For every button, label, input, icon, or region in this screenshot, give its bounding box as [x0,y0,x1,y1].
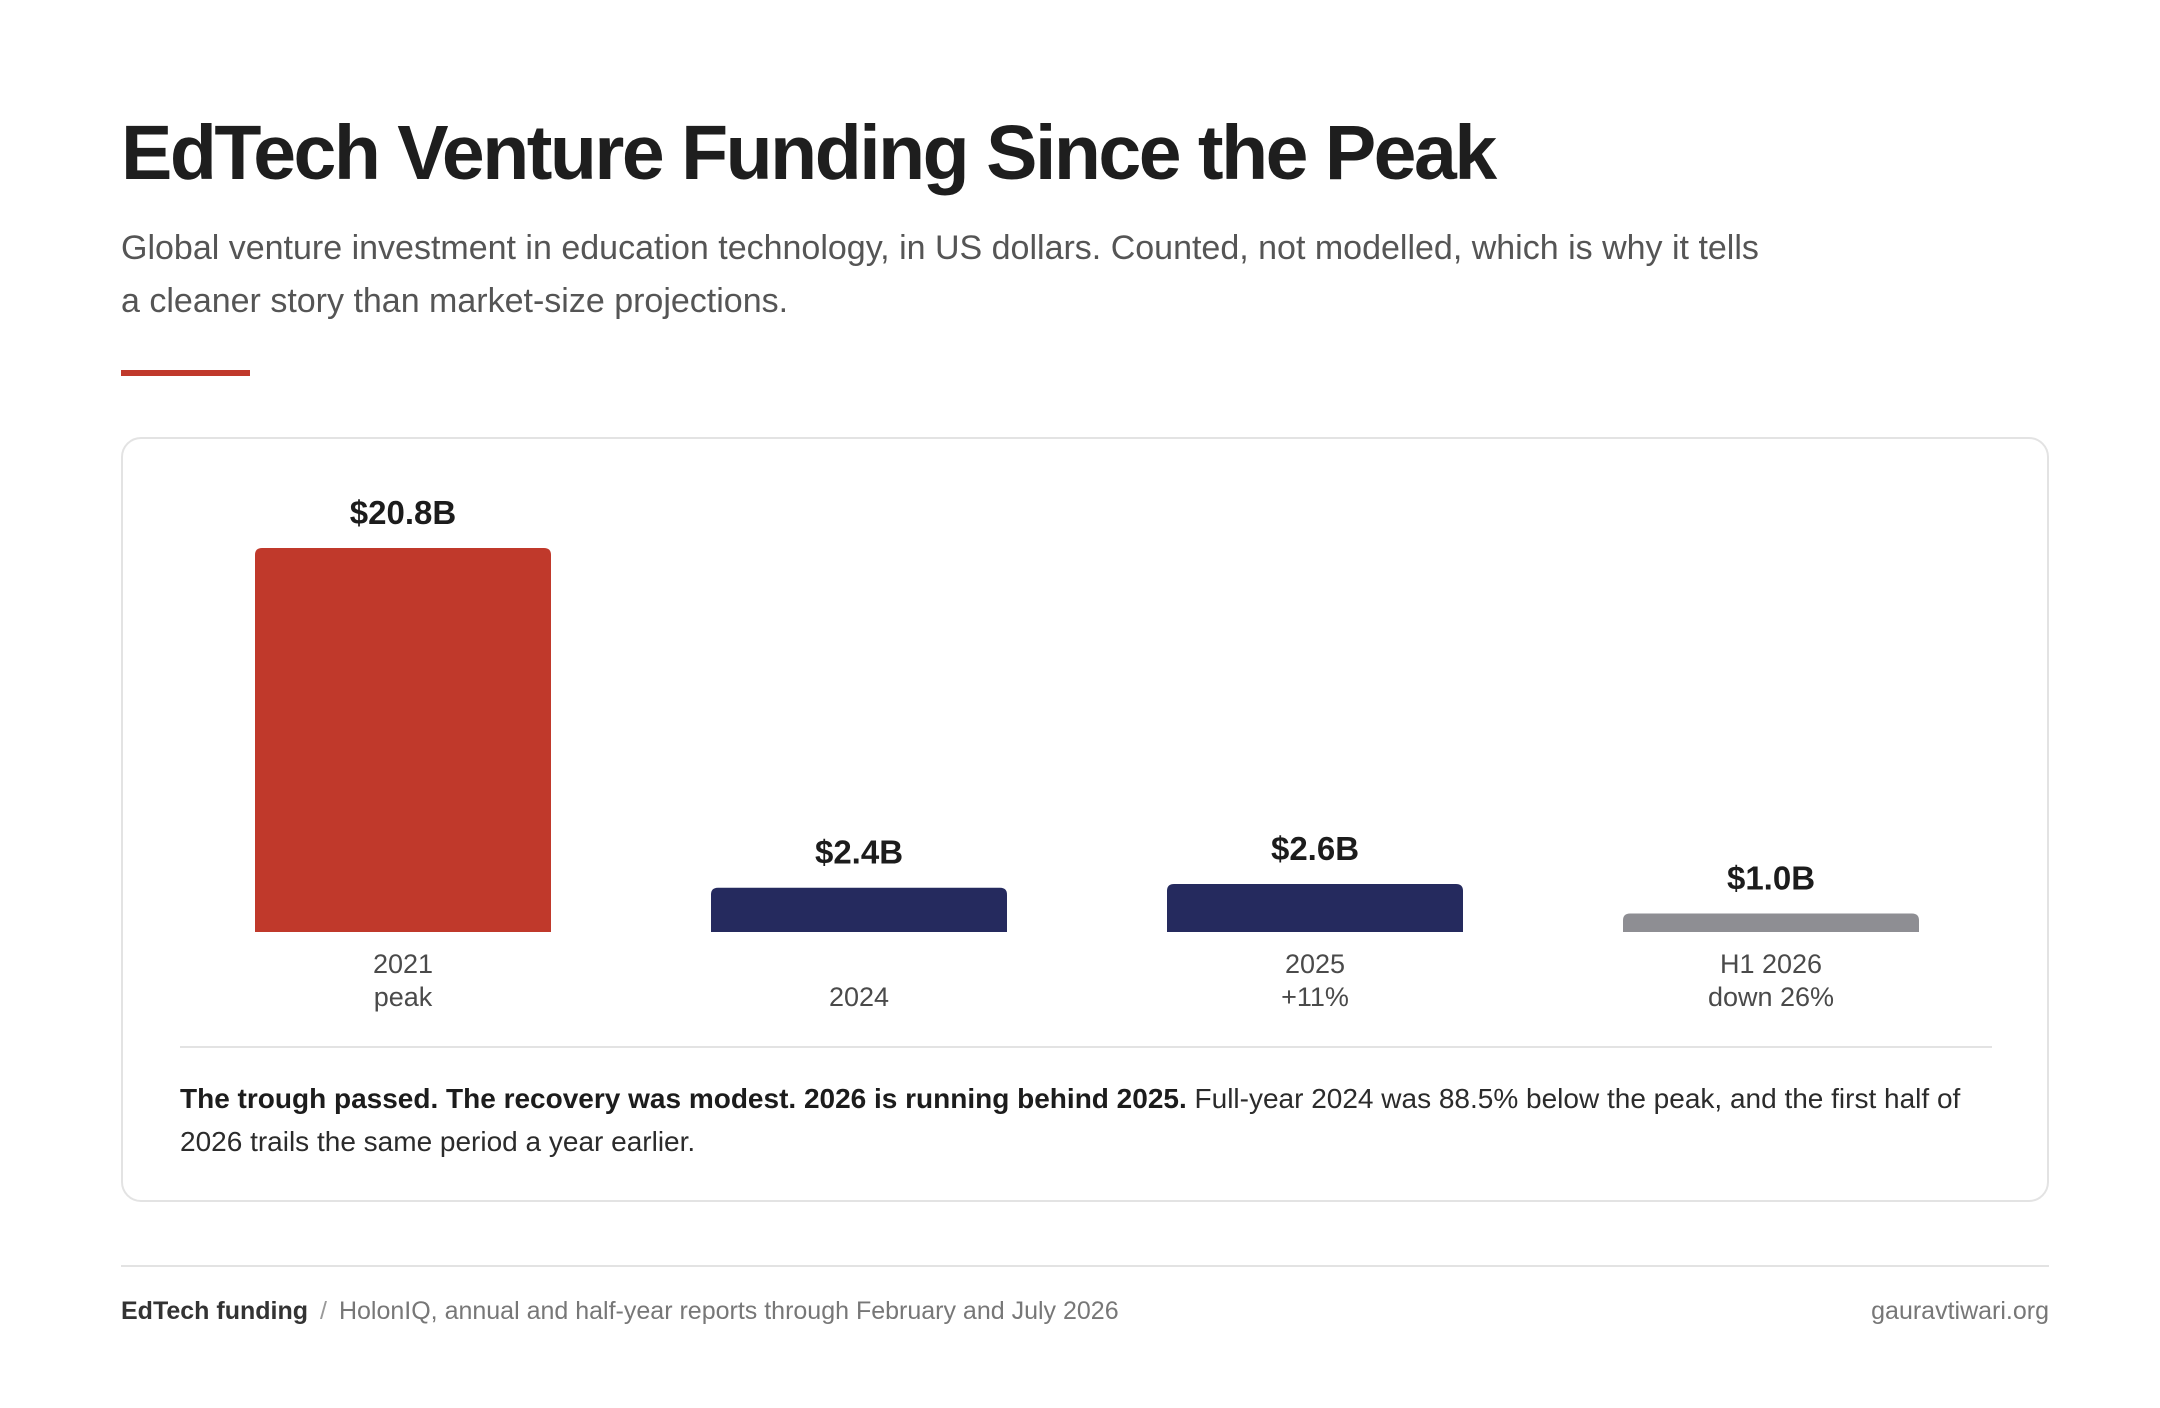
bar-h1-2026 [1623,913,1919,932]
bar-value-label: $1.0B [1727,860,1815,897]
bar-value-label: $2.6B [1271,830,1359,867]
accent-rule [121,370,250,376]
bar-value-label: $20.8B [350,494,456,531]
bar-value-label: $2.4B [815,834,903,871]
takeaway-bold: The trough passed. The recovery was mode… [180,1083,1187,1114]
takeaway-text: Full-year 2024 was 88.5% below the peak,… [180,1083,1961,1157]
category-note: peak [374,982,433,1012]
footer-source: HolonIQ, annual and half-year reports th… [338,1297,1119,1325]
bar-2025 [1167,884,1463,932]
footer-separator: / [320,1297,327,1325]
chart-card: $20.8B 2021 peak $2.4B 2024 $2.6B 2025 +11% $1.0… [121,437,2049,1202]
footer-divider [121,1265,2049,1267]
category-label: 2024 [829,982,889,1012]
category-label: 2025 [1285,949,1345,979]
footer: EdTech funding / HolonIQ, annual and half-… [121,1297,2049,1337]
card-divider [180,1046,1992,1048]
category-label: H1 2026 [1720,949,1822,979]
bar-2024 [711,887,1007,932]
chart-title: EdTech Venture Funding Since the Peak [121,110,1497,196]
category-note: +11% [1281,982,1349,1012]
category-note: down 26% [1708,982,1834,1012]
footer-site-link[interactable]: gauravtiwari.org [1871,1297,2049,1325]
takeaway-note: The trough passed. The recovery was mode… [180,1077,2005,1163]
chart-subtitle: Global venture investment in education t… [121,229,1759,320]
category-label: 2021 [373,949,433,979]
bar-2021 [255,548,551,932]
footer-topic: EdTech funding [121,1297,309,1325]
